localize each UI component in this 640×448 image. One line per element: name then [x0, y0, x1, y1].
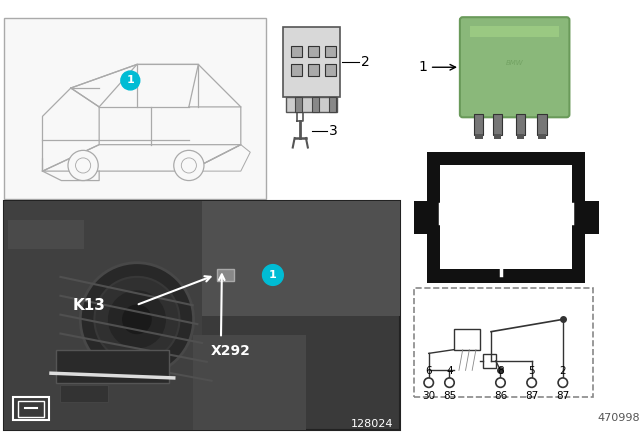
Text: 1: 1	[127, 75, 134, 86]
Bar	[193, 336, 306, 430]
Circle shape	[424, 378, 433, 388]
Text: BMW: BMW	[506, 60, 524, 65]
Bar	[312, 98, 319, 112]
Bar	[4, 18, 266, 199]
Bar	[284, 26, 340, 98]
Bar	[328, 98, 336, 112]
Bar	[4, 201, 202, 430]
Bar	[538, 114, 547, 135]
Text: 6: 6	[426, 366, 432, 376]
Text: 85: 85	[551, 207, 567, 220]
Circle shape	[173, 151, 204, 181]
Bar	[8, 220, 84, 249]
Text: 30: 30	[445, 207, 461, 220]
Bar	[18, 401, 44, 417]
Bar	[474, 114, 483, 135]
Circle shape	[68, 151, 98, 181]
Text: 86: 86	[493, 240, 509, 253]
Text: X292: X292	[211, 344, 250, 358]
Text: 2: 2	[559, 366, 566, 376]
Bar	[538, 134, 546, 139]
Bar	[454, 329, 480, 349]
Text: 87: 87	[498, 167, 514, 180]
Bar	[56, 349, 169, 383]
Bar	[427, 152, 586, 283]
Text: 87: 87	[487, 207, 503, 220]
Bar	[493, 114, 502, 135]
Bar	[217, 269, 234, 280]
Text: 87: 87	[525, 391, 538, 401]
Circle shape	[181, 158, 196, 173]
Bar	[4, 201, 401, 430]
Bar	[470, 26, 559, 37]
Circle shape	[262, 265, 284, 285]
Text: 8: 8	[497, 366, 504, 376]
Text: 128024: 128024	[350, 419, 393, 429]
Circle shape	[121, 71, 140, 90]
Bar	[494, 134, 501, 139]
Text: 86: 86	[494, 391, 507, 401]
Text: 470998: 470998	[598, 413, 640, 422]
Bar	[475, 134, 483, 139]
Circle shape	[496, 378, 505, 388]
Bar	[413, 288, 593, 397]
Circle shape	[109, 291, 165, 348]
Text: 3: 3	[328, 124, 337, 138]
Bar	[516, 114, 525, 135]
Bar	[294, 98, 302, 112]
Bar	[308, 46, 319, 57]
Bar	[308, 65, 319, 76]
Text: 2: 2	[361, 55, 369, 69]
Bar	[13, 397, 49, 420]
Circle shape	[80, 263, 193, 376]
Bar	[465, 23, 570, 117]
Circle shape	[558, 378, 568, 388]
Circle shape	[527, 378, 536, 388]
Text: 87: 87	[556, 391, 570, 401]
Bar	[325, 65, 336, 76]
FancyBboxPatch shape	[460, 17, 570, 117]
Text: K13: K13	[72, 298, 105, 313]
Bar	[291, 65, 302, 76]
Text: 5: 5	[529, 366, 535, 376]
Bar	[291, 46, 302, 57]
Circle shape	[123, 305, 151, 334]
Bar	[60, 384, 108, 401]
Bar	[516, 134, 524, 139]
Circle shape	[76, 158, 91, 173]
Bar	[202, 201, 401, 315]
Text: 1: 1	[418, 60, 427, 74]
Bar	[483, 354, 496, 367]
Circle shape	[445, 378, 454, 388]
Text: 1: 1	[269, 270, 276, 280]
Bar	[413, 201, 427, 234]
Text: 30: 30	[422, 391, 435, 401]
Circle shape	[95, 277, 179, 362]
Bar	[325, 46, 336, 57]
Text: 4: 4	[446, 366, 453, 376]
Bar	[286, 98, 337, 112]
Bar	[586, 201, 598, 234]
Bar	[440, 165, 572, 269]
Text: 85: 85	[443, 391, 456, 401]
